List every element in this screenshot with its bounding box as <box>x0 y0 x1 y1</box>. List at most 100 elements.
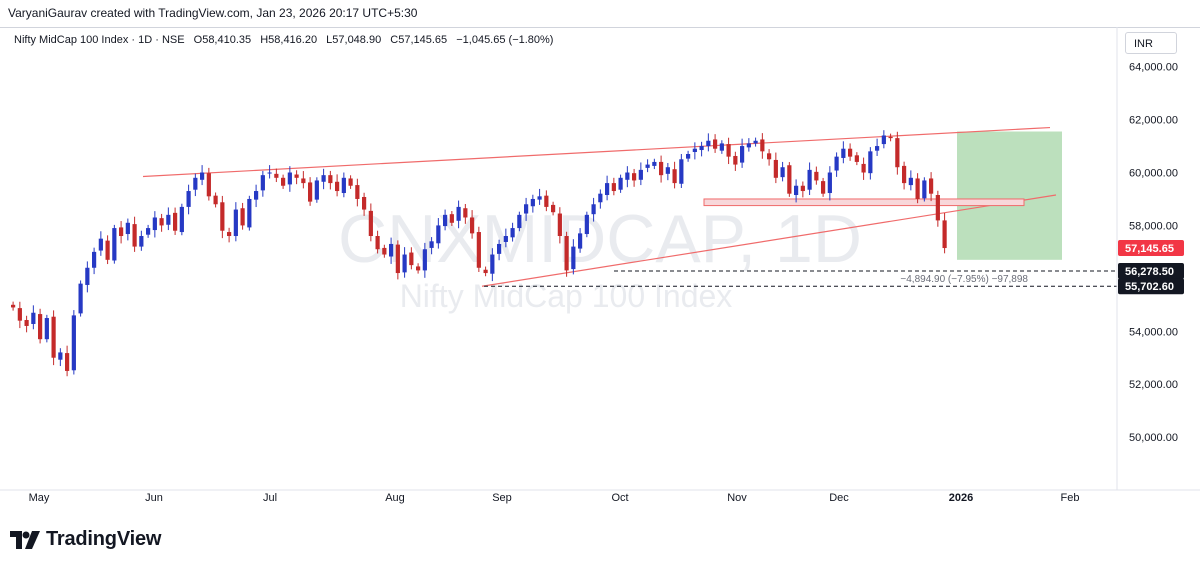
watermark-name: Nifty MidCap 100 Index <box>400 278 733 314</box>
candle-body <box>935 195 940 221</box>
x-tick-label: Feb <box>1061 492 1080 504</box>
candle-body <box>186 191 191 207</box>
candle-body <box>787 165 792 194</box>
candle-body <box>321 175 326 182</box>
candle-body <box>375 236 380 250</box>
candle-body <box>341 177 346 194</box>
legend-open: O58,410.35 <box>193 34 252 46</box>
candle-body <box>220 202 225 231</box>
candle-body <box>206 173 211 197</box>
candle-body <box>915 178 920 199</box>
support-band <box>703 198 1025 207</box>
candle-body <box>368 210 373 237</box>
candle-body <box>24 320 29 326</box>
candle-body <box>463 208 468 218</box>
y-tick-label: 62,000.00 <box>1129 115 1178 127</box>
candle-body <box>44 318 49 340</box>
candle-body <box>902 165 907 184</box>
candle-body <box>632 173 637 181</box>
candle-body <box>112 228 117 261</box>
candle-body <box>85 267 90 285</box>
candle-body <box>497 243 502 254</box>
legend-symbol[interactable]: Nifty MidCap 100 Index · 1D · NSE <box>14 34 185 46</box>
candle-body <box>476 232 481 268</box>
candle-body <box>618 177 623 190</box>
candle-body <box>166 214 171 225</box>
x-tick-label: Jul <box>263 492 277 504</box>
candle-body <box>355 185 360 199</box>
candle-body <box>740 146 745 163</box>
candle-body <box>456 206 461 221</box>
candle-body <box>800 185 805 192</box>
candle-body <box>416 266 421 271</box>
candle-body <box>929 178 934 194</box>
candle-body <box>274 173 279 178</box>
legend-high: H58,416.20 <box>260 34 318 46</box>
candle-body <box>591 204 596 215</box>
candle-body <box>638 169 643 180</box>
candle-body <box>551 204 556 213</box>
candle-body <box>328 175 333 184</box>
x-tick-label: Dec <box>829 492 849 504</box>
candle-body <box>530 198 535 207</box>
candle-body <box>51 316 56 358</box>
upper-trendline <box>142 126 1051 178</box>
candle-body <box>571 246 576 270</box>
x-tick-label: 2026 <box>949 492 973 504</box>
candle-body <box>733 155 738 165</box>
candle-body <box>348 178 353 186</box>
candle-body <box>794 185 799 196</box>
candle-body <box>760 139 765 152</box>
candle-body <box>65 353 70 371</box>
candle-body <box>706 140 711 147</box>
candle-body <box>260 175 265 191</box>
chart-frame <box>0 27 1200 518</box>
candle-body <box>557 213 562 237</box>
candle-body <box>240 208 245 226</box>
candle-body <box>227 232 232 237</box>
candle-body <box>200 172 205 180</box>
candle-body <box>908 177 913 186</box>
y-tick-label: 50,000.00 <box>1129 432 1178 444</box>
ohlc-legend: Nifty MidCap 100 Index · 1D · NSE O58,41… <box>14 34 559 46</box>
candle-body <box>308 182 313 202</box>
price-label-text: 56,278.50 <box>1125 266 1174 278</box>
candle-body <box>888 136 893 139</box>
candle-body <box>659 161 664 176</box>
legend-close: C57,145.65 <box>390 34 448 46</box>
candle-body <box>38 314 43 340</box>
candle-body <box>780 167 785 178</box>
candle-body <box>490 254 495 274</box>
candle-body <box>152 217 157 231</box>
candle-body <box>584 214 589 235</box>
candle-body <box>31 312 36 324</box>
currency-selector[interactable]: INR <box>1125 32 1177 54</box>
measure-zone <box>957 131 1062 260</box>
candle-body <box>713 139 718 149</box>
candle-body <box>294 174 299 178</box>
candle-body <box>301 178 306 184</box>
candle-body <box>395 244 400 274</box>
candle-body <box>699 146 704 151</box>
candle-body <box>449 214 454 223</box>
price-label-text: 55,702.60 <box>1125 281 1174 293</box>
candle-body <box>71 315 76 371</box>
candle-body <box>692 148 697 153</box>
candle-body <box>314 180 319 200</box>
tradingview-logo-icon <box>10 530 40 549</box>
candle-body <box>821 181 826 194</box>
candle-body <box>193 177 198 190</box>
candle-body <box>719 143 724 151</box>
y-tick-label: 60,000.00 <box>1129 168 1178 180</box>
x-tick-label: Sep <box>492 492 512 504</box>
candle-body <box>267 172 272 174</box>
candle-body <box>868 151 873 174</box>
candle-body <box>767 153 772 160</box>
candle-body <box>125 222 130 235</box>
candle-body <box>848 148 853 157</box>
candle-body <box>753 140 758 144</box>
price-label-box <box>1118 262 1184 279</box>
price-label-box <box>1118 240 1184 257</box>
candle-body <box>254 191 259 200</box>
